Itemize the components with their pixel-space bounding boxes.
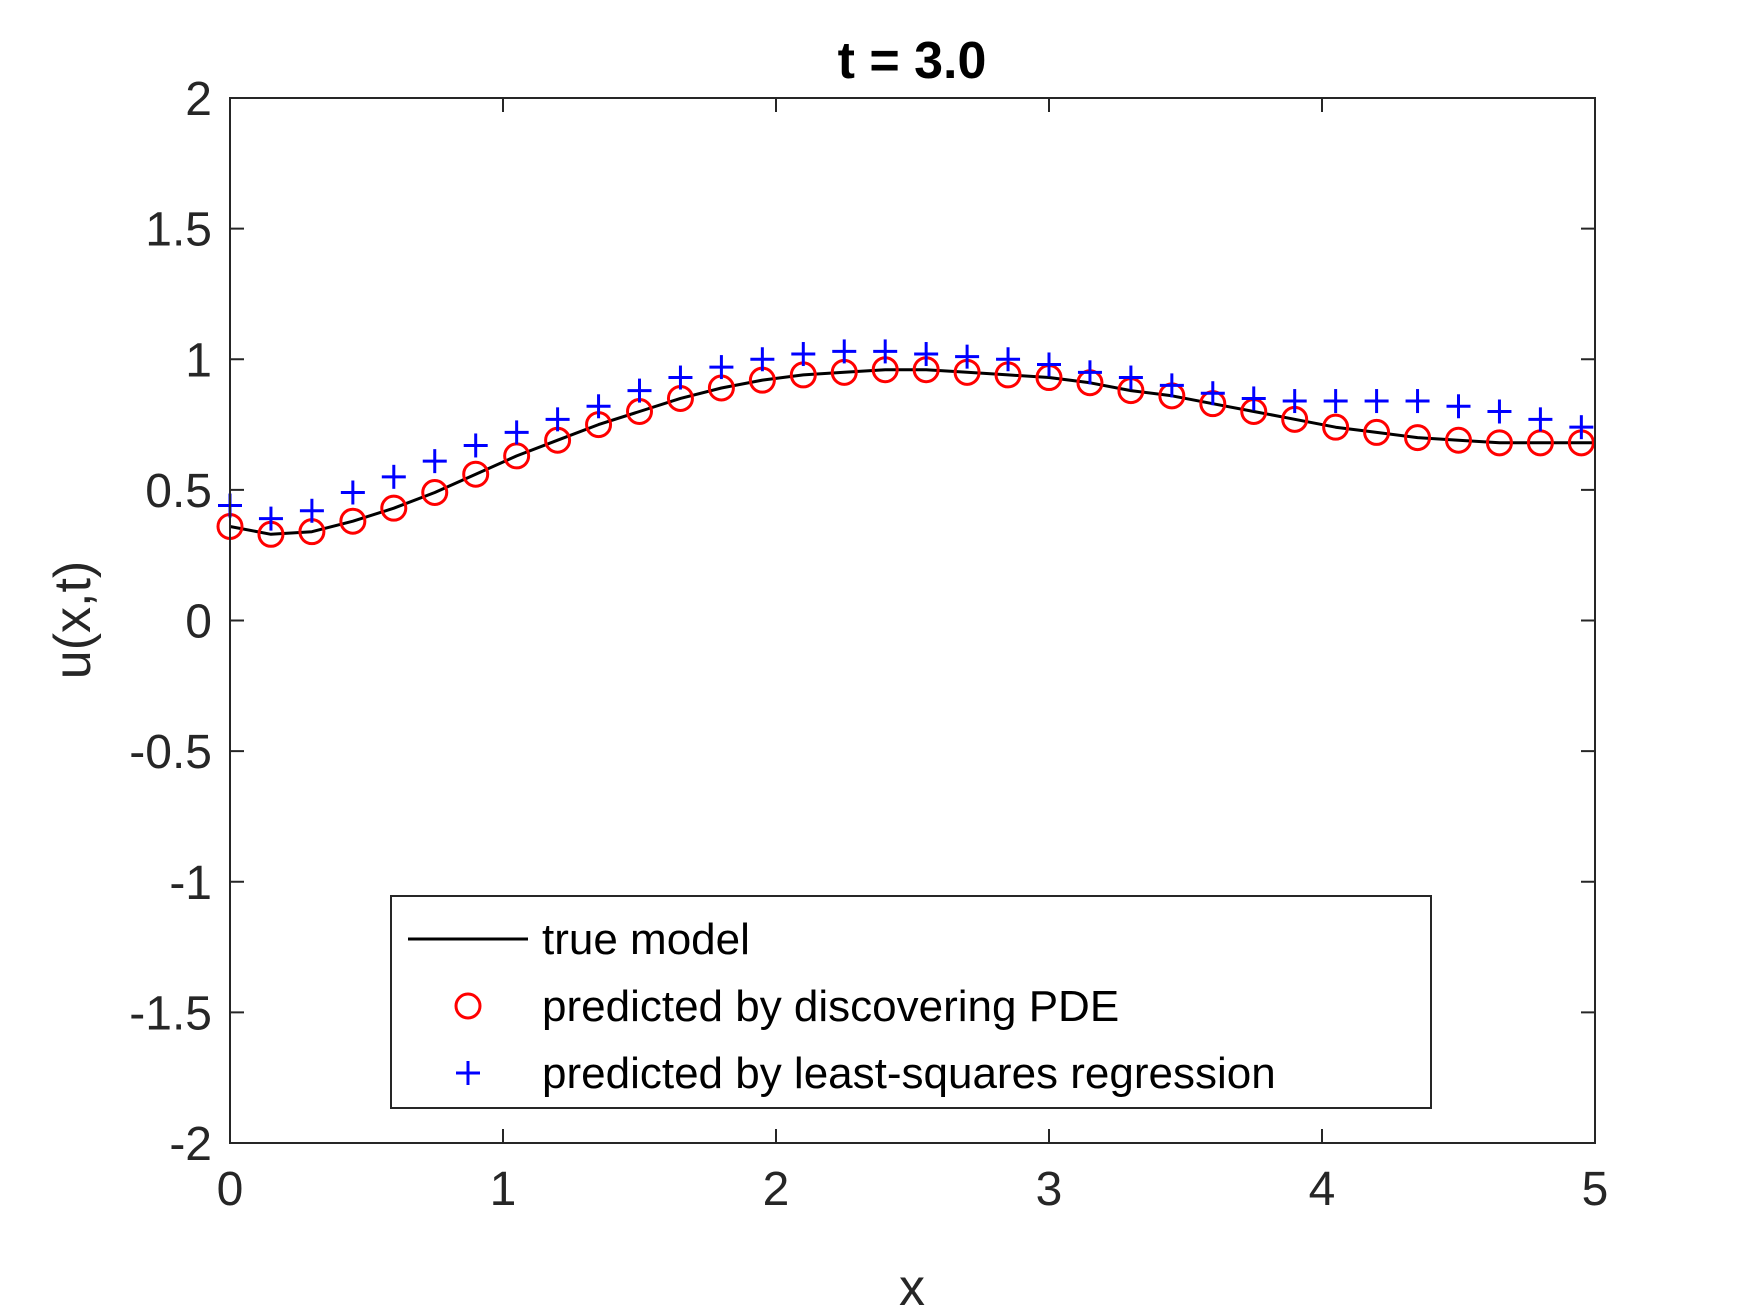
- lsq-point: [381, 464, 406, 489]
- pde-point: [1445, 426, 1472, 454]
- legend-label: predicted by discovering PDE: [542, 982, 1119, 1031]
- lsq-point: [504, 420, 529, 445]
- legend-box: [390, 895, 1432, 1109]
- legend-entries: true model predicted by discovering PDE pr…: [408, 915, 1276, 1098]
- lsq-point: [1037, 352, 1061, 377]
- lsq-point: [791, 342, 816, 367]
- legend-entry: true model: [408, 915, 750, 964]
- lsq-point: [299, 498, 324, 523]
- pde-point: [1363, 418, 1391, 446]
- lsq-point: [340, 480, 365, 505]
- pde-point: [380, 494, 408, 522]
- x-tick-label: 2: [763, 1163, 790, 1216]
- legend-entry: predicted by discovering PDE: [454, 982, 1119, 1031]
- lsq-point: [545, 407, 570, 432]
- true-model-line: [229, 368, 1595, 536]
- pde-point: [1404, 424, 1432, 452]
- lsq-point: [1528, 407, 1553, 432]
- lsq-point: [1487, 399, 1512, 424]
- lsq-point: [1446, 394, 1471, 419]
- lsq-point: [873, 339, 898, 364]
- y-tick-label: -1: [169, 857, 212, 910]
- lsq-point: [627, 378, 652, 403]
- lsq-point: [1282, 389, 1307, 414]
- y-tick-label: 2: [185, 73, 212, 126]
- axis-tick-labels: 0 1 2 3 4 5 -2 -1.5 -1 -0.5 0 0.5 1 1.5 2: [129, 73, 1608, 1216]
- lsq-point: [422, 449, 447, 474]
- pde-point: [339, 507, 367, 535]
- series-1: [229, 368, 1595, 536]
- x-tick-label: 5: [1582, 1163, 1609, 1216]
- lsq-point: [1323, 389, 1348, 414]
- lsq-point: [1364, 389, 1389, 414]
- pde-point: [421, 478, 449, 506]
- y-axis-label: u(x,t): [44, 561, 102, 679]
- y-tick-label: 0: [185, 596, 212, 649]
- lsq-point: [258, 506, 283, 531]
- lsq-point: [914, 342, 939, 367]
- pde-point: [462, 460, 490, 488]
- lsq-point: [1405, 389, 1430, 414]
- lsq-point: [668, 365, 693, 390]
- lsq-point: [1159, 373, 1184, 398]
- lsq-point: [750, 347, 775, 372]
- legend-plus-swatch: [456, 1061, 480, 1085]
- y-tick-label: 0.5: [145, 465, 212, 518]
- legend-circle-swatch: [454, 992, 482, 1020]
- y-tick-label: -1.5: [129, 987, 212, 1040]
- lsq-point: [463, 433, 488, 458]
- x-tick-label: 1: [490, 1163, 517, 1216]
- series-2: [216, 356, 1595, 548]
- series-3: [218, 339, 1594, 531]
- y-tick-label: 1: [185, 334, 212, 387]
- lsq-point: [1077, 360, 1102, 385]
- legend-label: predicted by least-squares regression: [542, 1049, 1276, 1098]
- lsq-point: [1569, 415, 1594, 440]
- chart-title: t = 3.0: [838, 32, 987, 90]
- y-tick-label: -2: [169, 1118, 212, 1171]
- y-tick-label: -0.5: [129, 726, 212, 779]
- plot-frame: [229, 97, 1596, 1144]
- y-tick-label: 1.5: [145, 204, 212, 257]
- lsq-point: [832, 339, 857, 364]
- lsq-point: [709, 355, 734, 380]
- x-tick-label: 3: [1036, 1163, 1063, 1216]
- legend: true model predicted by discovering PDE pr…: [390, 895, 1432, 1109]
- pde-point: [1485, 429, 1513, 457]
- lsq-point: [1200, 381, 1225, 406]
- legend-entry: predicted by least-squares regression: [456, 1049, 1276, 1098]
- pde-point: [1322, 413, 1350, 441]
- x-tick-label: 0: [217, 1163, 244, 1216]
- lsq-point: [955, 344, 980, 369]
- x-tick-label: 4: [1309, 1163, 1336, 1216]
- legend-label: true model: [542, 915, 750, 964]
- lsq-point: [586, 394, 611, 419]
- lsq-point: [996, 347, 1021, 372]
- series-layer: [216, 339, 1595, 548]
- x-axis-label: x: [899, 1259, 925, 1313]
- lsq-point: [1241, 386, 1266, 411]
- lsq-point: [1118, 365, 1143, 390]
